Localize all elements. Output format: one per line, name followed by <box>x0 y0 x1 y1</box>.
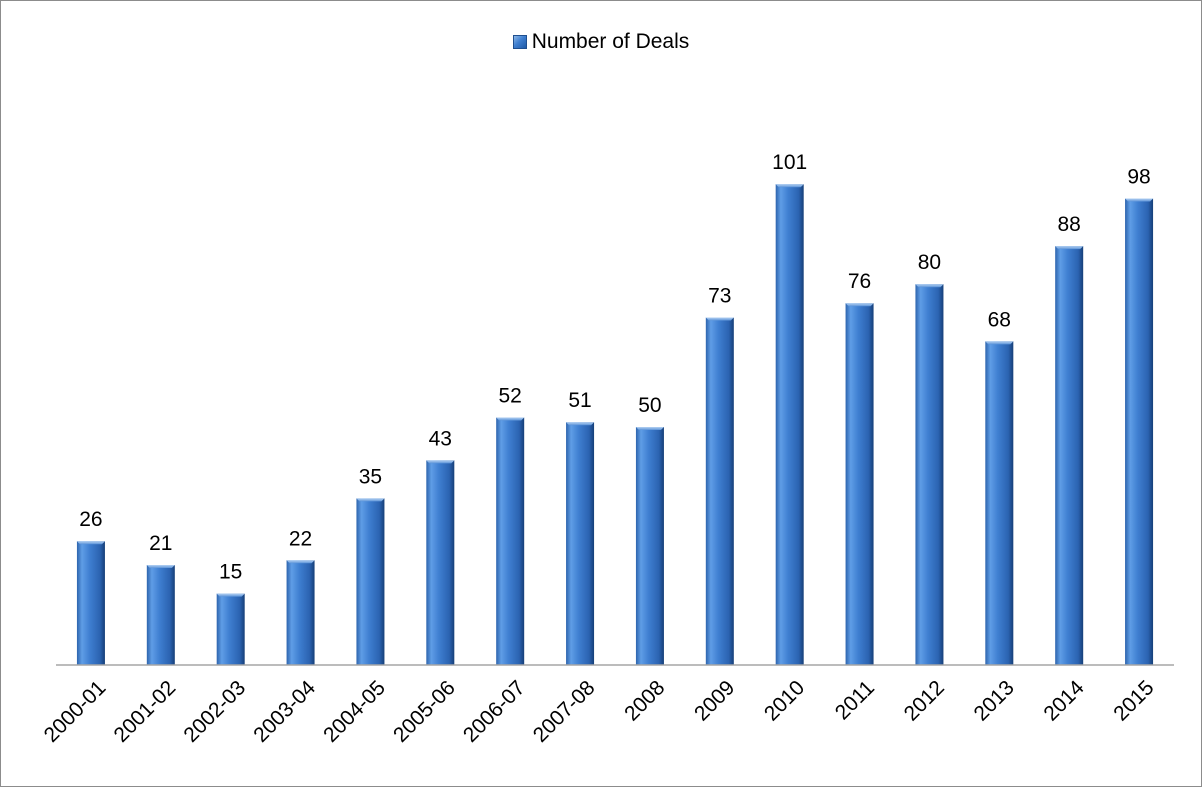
x-tick-label: 2011 <box>831 676 879 724</box>
bar <box>1055 246 1084 665</box>
data-label: 101 <box>772 151 807 174</box>
bar-top-bevel <box>985 341 1014 345</box>
bar-body <box>775 184 804 666</box>
x-tick-label: 2001-02 <box>110 676 181 747</box>
bar-body <box>845 303 874 665</box>
bar <box>705 317 734 665</box>
bar-body <box>985 341 1014 665</box>
data-label: 73 <box>708 285 731 308</box>
bar-body <box>286 560 315 665</box>
x-tick-label: 2012 <box>900 676 949 725</box>
legend-swatch <box>512 35 527 49</box>
x-tick-label: 2014 <box>1039 676 1089 726</box>
bar-body <box>146 565 175 665</box>
data-label: 26 <box>79 508 102 531</box>
data-label: 76 <box>848 270 871 293</box>
bar <box>496 417 525 665</box>
bar <box>915 284 944 665</box>
bar-body <box>1055 246 1084 665</box>
bar-top-bevel <box>775 184 804 188</box>
bar-top-bevel <box>426 460 455 464</box>
data-label: 98 <box>1127 166 1150 189</box>
bar-top-bevel <box>566 422 595 426</box>
x-tick-label: 2005-06 <box>389 676 460 747</box>
bar <box>635 427 664 665</box>
bar <box>216 593 245 665</box>
data-label: 52 <box>499 384 522 407</box>
x-tick-label: 2008 <box>620 676 669 725</box>
bar-top-bevel <box>845 303 874 307</box>
x-tick-label: 2006-07 <box>459 676 530 747</box>
data-label: 88 <box>1058 213 1081 236</box>
bar-body <box>635 427 664 665</box>
bar-top-bevel <box>216 593 245 597</box>
bar-top-bevel <box>146 565 175 569</box>
data-label: 68 <box>988 308 1011 331</box>
x-tick-label: 2013 <box>969 676 1018 725</box>
bar-top-bevel <box>705 317 734 321</box>
bar <box>985 341 1014 665</box>
bar-top-bevel <box>496 417 525 421</box>
x-tick-label: 2000-01 <box>40 676 111 747</box>
bar <box>426 460 455 665</box>
x-axis-ticks-layer: 2000-01 2001-02 2002-03 2003-04 2004-05 2005-… <box>40 676 1159 747</box>
data-label: 50 <box>638 394 661 417</box>
bar <box>845 303 874 665</box>
bar-body <box>426 460 455 665</box>
bars-layer <box>76 184 1154 666</box>
data-label: 35 <box>359 465 382 488</box>
bar-body <box>705 317 734 665</box>
bar <box>566 422 595 665</box>
bar-body <box>1125 198 1154 665</box>
x-tick-label: 2004-05 <box>319 676 390 747</box>
legend-label: Number of Deals <box>531 30 690 53</box>
x-tick-label: 2002-03 <box>179 676 250 747</box>
x-tick-label: 2009 <box>690 676 739 725</box>
bar-body <box>566 422 595 665</box>
bar-body <box>356 498 385 665</box>
bar-body <box>76 541 105 665</box>
data-label: 15 <box>219 561 242 584</box>
x-tick-label: 2010 <box>760 676 809 725</box>
bar <box>1125 198 1154 665</box>
bar <box>775 184 804 666</box>
bar <box>76 541 105 665</box>
bar-top-bevel <box>1125 198 1154 202</box>
bar-top-bevel <box>286 560 315 564</box>
x-tick-label: 2015 <box>1109 676 1158 725</box>
bar-body <box>216 593 245 665</box>
bar <box>356 498 385 665</box>
data-label: 80 <box>918 251 941 274</box>
bar-top-bevel <box>356 498 385 502</box>
x-tick-label: 2003-04 <box>249 676 320 747</box>
bar <box>286 560 315 665</box>
bar-top-bevel <box>635 427 664 430</box>
bar-top-bevel <box>915 284 944 288</box>
data-label: 43 <box>429 427 452 450</box>
data-label: 51 <box>568 389 591 412</box>
data-label: 21 <box>149 532 172 555</box>
bar <box>146 565 175 665</box>
bar-body <box>915 284 944 665</box>
bar-body <box>496 417 525 665</box>
x-tick-label: 2007-08 <box>529 676 600 747</box>
data-label: 22 <box>289 527 312 550</box>
bar-top-bevel <box>76 541 105 545</box>
data-labels-layer: 26 21 15 22 35 43 52 51 50 73 101 76 80 68 88 98 <box>79 151 1150 583</box>
bar-top-bevel <box>1055 246 1084 250</box>
legend: Number of Deals <box>0 30 1202 54</box>
